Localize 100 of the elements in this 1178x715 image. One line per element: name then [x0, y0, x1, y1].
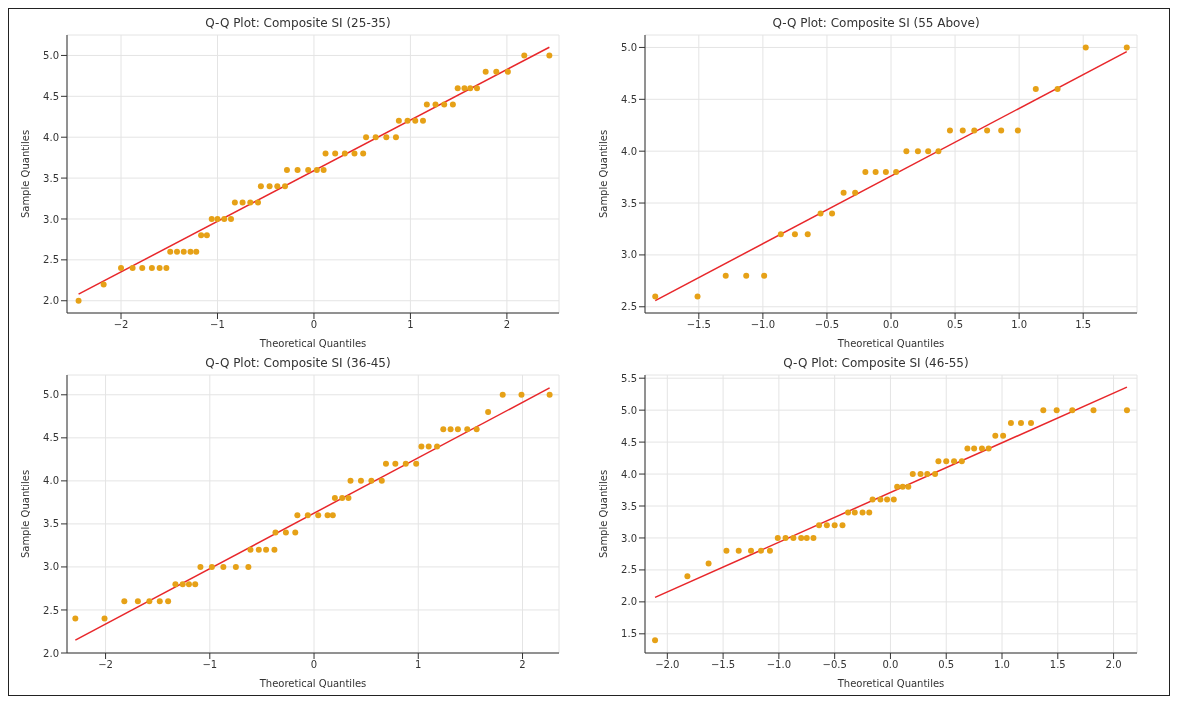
point — [684, 573, 691, 580]
point — [339, 495, 346, 502]
y-axis-title: Sample Quantiles — [19, 129, 31, 219]
point — [203, 232, 210, 239]
point — [180, 248, 187, 255]
point — [905, 483, 912, 490]
point — [165, 598, 172, 605]
point — [440, 426, 447, 433]
point — [434, 443, 441, 450]
x-tick-label: −0.5 — [822, 659, 847, 671]
point — [943, 458, 950, 465]
y-tick-label: 5.0 — [621, 404, 637, 416]
point — [231, 199, 238, 206]
point — [971, 127, 978, 134]
x-tick-label: −1.5 — [710, 659, 736, 671]
point — [197, 563, 204, 570]
point — [441, 101, 448, 108]
point — [1090, 407, 1097, 414]
chart-title: Q-Q Plot: Composite SI (36-45) — [204, 355, 392, 371]
point — [263, 546, 270, 553]
point — [866, 509, 873, 516]
point — [829, 210, 836, 217]
point — [283, 166, 290, 173]
point — [743, 272, 750, 279]
point — [129, 265, 136, 272]
y-tick-label: 4.0 — [621, 468, 637, 480]
point — [914, 148, 921, 155]
point — [292, 529, 299, 536]
point — [198, 232, 205, 239]
point — [172, 581, 179, 588]
point — [255, 546, 262, 553]
point — [694, 293, 701, 300]
point — [156, 265, 163, 272]
point — [187, 248, 194, 255]
chart-title: Q-Q Plot: Composite SI (46-55) — [782, 355, 970, 371]
y-axis-title: Sample Quantiles — [19, 469, 31, 559]
point — [925, 148, 932, 155]
x-tick-label: 2 — [503, 319, 511, 331]
point — [652, 293, 659, 300]
y-tick-label: 5.5 — [621, 372, 637, 384]
point — [473, 426, 480, 433]
point — [75, 297, 82, 304]
x-tick-label: −1.0 — [750, 319, 776, 331]
y-tick-label: 1.5 — [621, 628, 637, 640]
point — [735, 547, 742, 554]
y-tick-label: 5.0 — [43, 389, 59, 401]
point — [425, 443, 432, 450]
point — [722, 272, 729, 279]
point — [134, 598, 141, 605]
point — [798, 534, 805, 541]
y-tick-label: 3.0 — [43, 561, 59, 573]
point — [228, 215, 234, 222]
y-tick-label: 3.0 — [43, 213, 59, 225]
point — [192, 581, 199, 588]
point — [461, 85, 468, 92]
point — [971, 445, 978, 452]
point — [454, 85, 461, 92]
point — [823, 522, 830, 529]
y-tick-label: 5.0 — [621, 42, 637, 53]
point — [347, 477, 354, 484]
point — [1123, 407, 1130, 414]
point — [239, 199, 246, 206]
point — [985, 445, 992, 452]
point — [1082, 44, 1089, 51]
point — [964, 445, 971, 452]
point — [777, 231, 784, 238]
y-tick-label: 5.0 — [43, 49, 59, 61]
y-tick-label: 2.5 — [43, 254, 59, 266]
point — [959, 127, 966, 134]
point — [978, 445, 985, 452]
x-tick-label: 0.5 — [938, 659, 955, 671]
point — [185, 581, 192, 588]
x-tick-label: −2 — [113, 319, 129, 331]
point — [392, 460, 399, 467]
point — [935, 458, 942, 465]
point — [378, 477, 385, 484]
x-tick-label: 2 — [519, 659, 526, 671]
point — [774, 534, 781, 541]
point — [884, 496, 891, 503]
point — [383, 134, 390, 141]
point — [499, 391, 506, 398]
x-tick-label: 1 — [407, 319, 414, 331]
point — [372, 134, 379, 141]
y-tick-label: 3.0 — [621, 249, 637, 261]
point — [266, 183, 273, 190]
point — [282, 183, 289, 190]
point — [402, 460, 409, 467]
point — [504, 68, 511, 75]
point — [869, 496, 876, 503]
y-tick-label: 2.0 — [43, 647, 59, 659]
point — [810, 534, 817, 541]
chart-title: Q-Q Plot: Composite SI (25-35) — [204, 15, 392, 31]
point — [221, 215, 228, 222]
point — [958, 458, 965, 465]
x-tick-label: −0.5 — [814, 319, 840, 331]
point — [255, 199, 262, 206]
point — [893, 168, 900, 175]
point — [894, 483, 901, 490]
y-tick-label: 4.0 — [43, 131, 59, 143]
point — [101, 615, 108, 622]
